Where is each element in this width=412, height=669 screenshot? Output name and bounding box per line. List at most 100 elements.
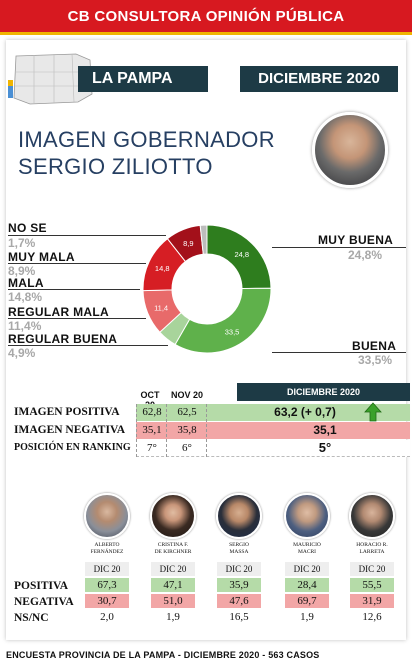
candidate-name: CRISTINA F. DE KIRCHNER [148,542,198,556]
legend-value-buena: 33,5% [358,353,393,367]
up-arrow-icon [364,402,382,422]
cell-negative-nov: 35,8 [177,424,197,436]
cand-cell-ns: 12,6 [350,610,394,624]
legend-label-muy-mala: MUY MALA [8,250,75,264]
avatar [284,493,330,539]
cand-cell-neg: 51,0 [151,594,195,608]
name-line: MAURICIO [293,542,321,548]
cand-cell-ns: 1,9 [285,610,329,624]
slice-label-muy-buena: 24,8 [234,250,249,259]
name-line: CRISTINA F. [157,542,189,548]
name-line: HORACIO R. [356,542,388,548]
legend-label-regular-buena: REGULAR BUENA [8,332,118,346]
cand-cell-pos: 47,1 [151,578,195,592]
legend-value-muy-mala: 8,9% [8,264,36,278]
date-label: DICIEMBRE 2020 [240,66,398,92]
cand-cell-neg: 69,7 [285,594,329,608]
cand-cell-pos: 28,4 [285,578,329,592]
candidate-massa: SERGIO MASSA [214,493,264,556]
col-header-dic: DICIEMBRE 2020 [237,383,410,401]
candidate-fernandez: ALBERTO FERNÁNDEZ [82,493,132,556]
row-bg-negative [136,422,410,439]
name-line: SERGIO [229,542,249,548]
table-divider [166,404,167,457]
legend-value-regular-mala: 11,4% [8,319,42,333]
slice-label-buena: 33,5 [225,328,240,337]
legend-value-mala: 14,8% [8,290,43,304]
row-label-positive: IMAGEN POSITIVA [14,406,120,418]
col-header-nov: NOV 20 [170,390,203,400]
cell-negative-dic: 35,1 [313,423,337,437]
legend-value-muy-buena: 24,8% [348,248,383,262]
connector-regular-buena [8,345,168,346]
candidate-name: HORACIO R. LARRETA [347,542,397,556]
cell-ranking-dic: 5° [318,440,332,455]
cand-cell-pos: 35,9 [217,578,261,592]
cand-period-header: DIC 20 [350,562,394,576]
row-label-ranking: POSICIÓN EN RANKING [14,442,131,453]
cell-ranking-oct: 7° [147,442,157,454]
governor-photo [312,112,388,188]
connector-mala [8,289,140,290]
cand-cell-pos: 55,5 [350,578,394,592]
cell-positive-dic: 63,2 (+ 0,7) [274,405,336,419]
cell-negative-oct: 35,1 [142,424,162,436]
candidate-macri: MAURICIO MACRI [282,493,332,556]
slice-label-mala: 14,8 [155,264,170,273]
candidate-kirchner: CRISTINA F. DE KIRCHNER [148,493,198,556]
cand-period-header: DIC 20 [285,562,329,576]
legend-value-regular-buena: 4,9% [8,346,36,360]
cell-positive-nov: 62,5 [177,406,197,418]
name-line: MASSA [229,549,249,555]
legend-label-mala: MALA [8,276,44,290]
legend-label-no-se: NO SE [8,221,47,235]
cell-positive-oct: 62,8 [142,406,162,418]
cand-cell-neg: 47,6 [217,594,261,608]
candidate-name: SERGIO MASSA [214,542,264,556]
region-label: LA PAMPA [78,66,208,92]
donut-chart: 24,8 33,5 11,4 14,8 8,9 [142,224,272,354]
slice-buena [174,287,272,354]
cand-row-label-nsnc: NS/NC [14,612,49,624]
cand-period-header: DIC 20 [151,562,195,576]
legend-value-no-se: 1,7% [8,236,36,250]
name-line: FERNÁNDEZ [90,549,124,555]
slice-no-se [199,224,208,255]
cand-cell-neg: 30,7 [85,594,129,608]
header-stripe [0,32,412,35]
row-bg-positive [136,404,410,421]
cand-period-header: DIC 20 [85,562,129,576]
candidate-name: MAURICIO MACRI [282,542,332,556]
avatar [216,493,262,539]
connector-buena [272,352,406,353]
header-banner: CB CONSULTORA OPINIÓN PÚBLICA [0,0,412,32]
province-map [8,53,93,105]
cand-cell-neg: 31,9 [350,594,394,608]
avatar [150,493,196,539]
cell-ranking-nov: 6° [182,442,192,454]
avatar [349,493,395,539]
candidate-name: ALBERTO FERNÁNDEZ [82,542,132,556]
connector-muy-mala [8,263,146,264]
name-line: DE KIRCHNER [154,549,192,555]
connector-regular-mala [8,318,146,319]
slice-label-regular-mala: 11,4 [154,304,168,313]
cand-cell-ns: 2,0 [85,610,129,624]
cand-row-label-negative: NEGATIVA [14,596,74,608]
name-line: ALBERTO [94,542,120,548]
title-line-1: IMAGEN GOBERNADOR [18,127,275,152]
row-bg-ranking [136,440,410,457]
row-label-negative: IMAGEN NEGATIVA [14,424,126,436]
legend-label-buena: BUENA [352,339,397,353]
title-line-2: SERGIO ZILIOTTO [18,154,213,179]
table-divider [206,404,207,457]
cand-cell-ns: 1,9 [151,610,195,624]
table-divider [136,404,137,457]
cand-row-label-positive: POSITIVA [14,580,69,592]
slice-label-muy-mala: 8,9 [183,239,193,248]
page-title: IMAGEN GOBERNADOR SERGIO ZILIOTTO [18,126,308,180]
cand-cell-ns: 16,5 [217,610,261,624]
avatar [84,493,130,539]
legend-label-regular-mala: REGULAR MALA [8,305,109,319]
name-line: LARRETA [359,549,385,555]
